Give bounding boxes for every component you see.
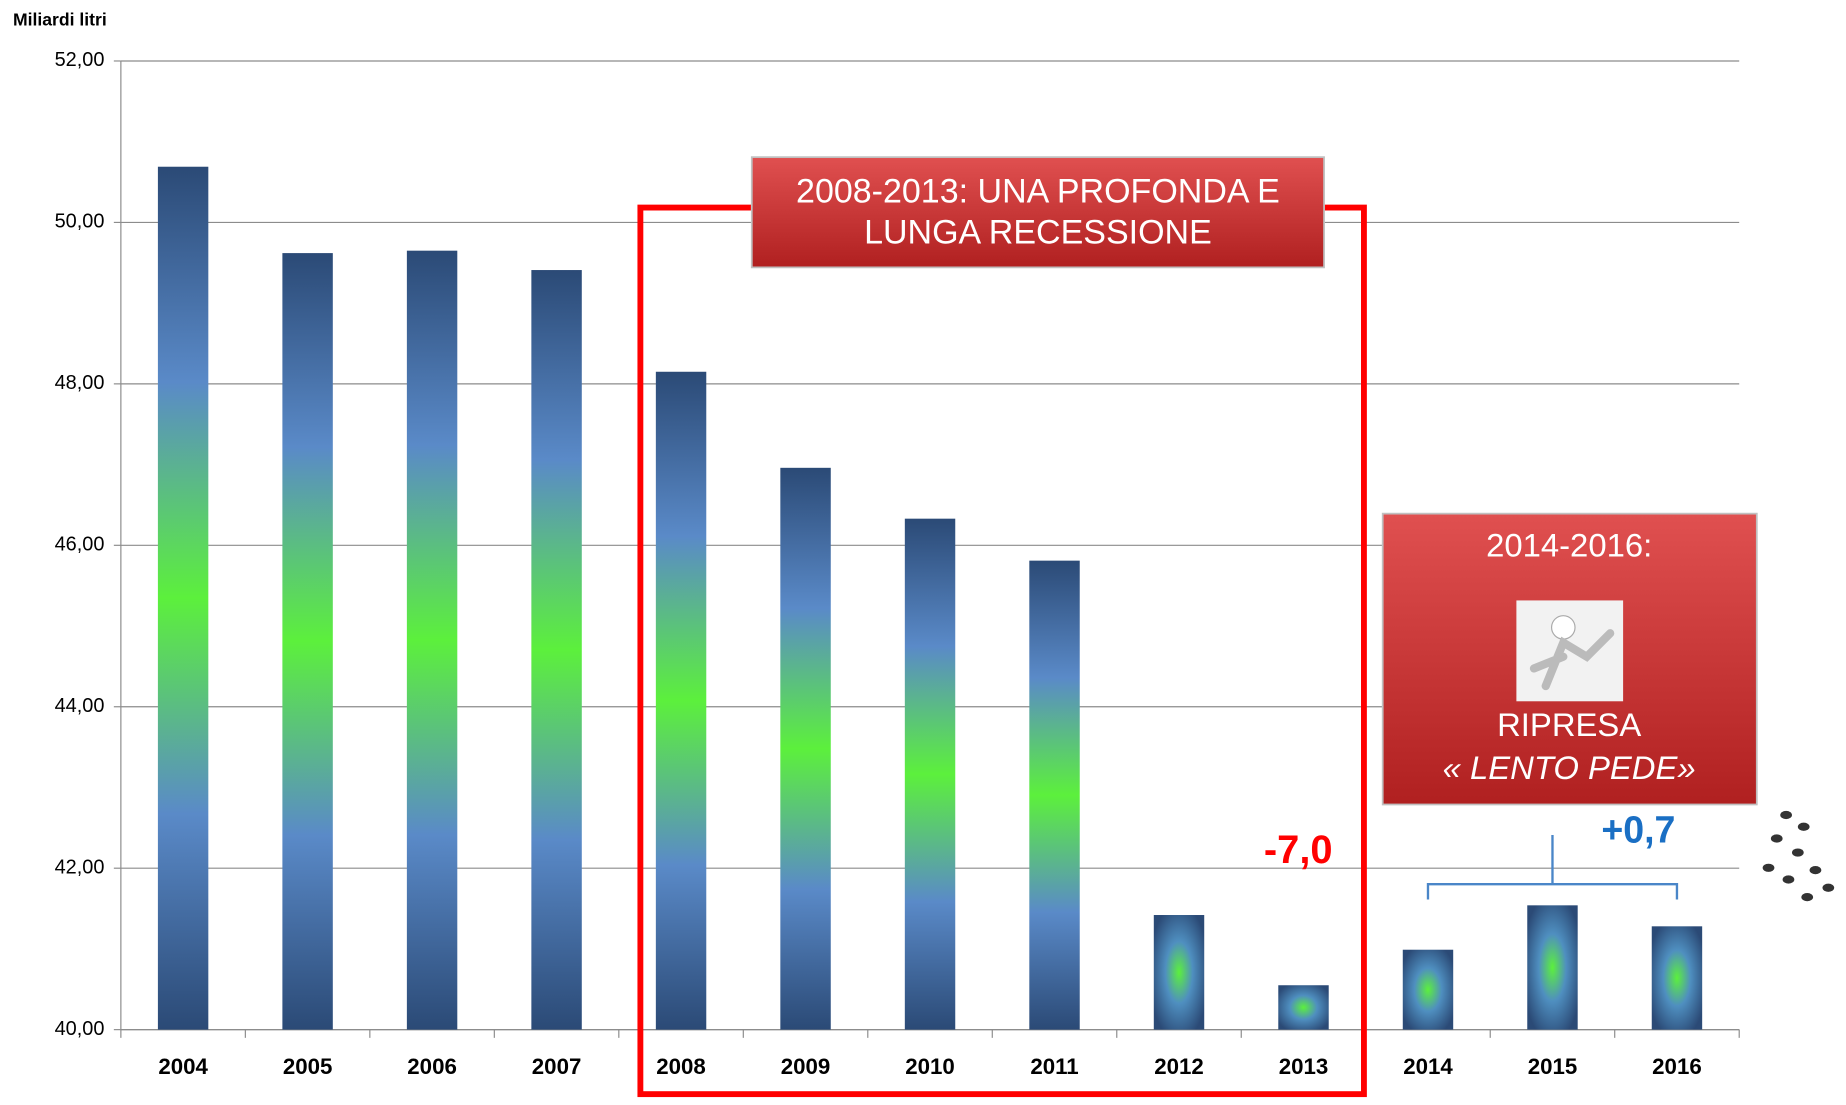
footprint — [1810, 866, 1822, 874]
y-tick-label: 42,00 — [55, 856, 105, 878]
bar — [531, 270, 581, 1030]
x-tick-label: 2006 — [407, 1054, 457, 1079]
bar — [1029, 561, 1079, 1030]
recession-frame — [640, 208, 1364, 1095]
chart: Miliardi litri 40,00 42,00 44,00 46,00 48,00… — [0, 0, 1846, 1100]
x-tick-label: 2015 — [1528, 1054, 1578, 1079]
y-axis-label: Miliardi litri — [13, 10, 107, 30]
bar — [1278, 985, 1328, 1029]
footprint — [1783, 875, 1795, 883]
x-tick-label: 2008 — [656, 1054, 706, 1079]
footprint — [1822, 884, 1834, 892]
x-tick-label: 2009 — [781, 1054, 831, 1079]
y-tick-label: 48,00 — [55, 372, 105, 394]
recovery-box-text: « LENTO PEDE» — [1443, 749, 1696, 786]
bar — [780, 468, 830, 1030]
x-tick-label: 2007 — [532, 1054, 582, 1079]
bar — [1154, 915, 1204, 1030]
footprint — [1801, 893, 1813, 901]
x-tick-label: 2010 — [905, 1054, 955, 1079]
y-tick-label: 44,00 — [55, 695, 105, 717]
x-tick-label: 2014 — [1403, 1054, 1453, 1079]
x-tick-label: 2013 — [1279, 1054, 1329, 1079]
runner-icon-head — [1552, 616, 1575, 639]
recovery-box-text: 2014-2016: — [1486, 526, 1652, 563]
bar — [656, 372, 706, 1030]
recession-box-text: LUNGA RECESSIONE — [864, 214, 1212, 252]
recession-box-text: 2008-2013: UNA PROFONDA E — [796, 172, 1280, 210]
bar — [1652, 926, 1702, 1029]
bar — [158, 167, 208, 1030]
bar — [407, 251, 457, 1030]
x-tick-label: 2004 — [158, 1054, 208, 1079]
footprint — [1792, 848, 1804, 856]
footprint — [1763, 864, 1775, 872]
y-tick-label: 40,00 — [55, 1018, 105, 1040]
recovery-box-text: RIPRESA — [1497, 706, 1641, 743]
y-tick-label: 50,00 — [55, 211, 105, 233]
recovery-change: +0,7 — [1601, 809, 1675, 851]
y-tick-label: 46,00 — [55, 534, 105, 556]
footprint — [1798, 823, 1810, 831]
x-tick-label: 2012 — [1154, 1054, 1204, 1079]
x-tick-label: 2005 — [283, 1054, 333, 1079]
recession-change: -7,0 — [1264, 828, 1333, 872]
x-tick-label: 2011 — [1030, 1054, 1078, 1079]
bar — [1527, 905, 1577, 1029]
bar — [1403, 950, 1453, 1030]
y-tick-label: 52,00 — [55, 49, 105, 71]
x-tick-label: 2016 — [1652, 1054, 1702, 1079]
bar — [282, 253, 332, 1030]
bar — [905, 519, 955, 1030]
footprint — [1771, 834, 1783, 842]
footprint — [1780, 811, 1792, 819]
